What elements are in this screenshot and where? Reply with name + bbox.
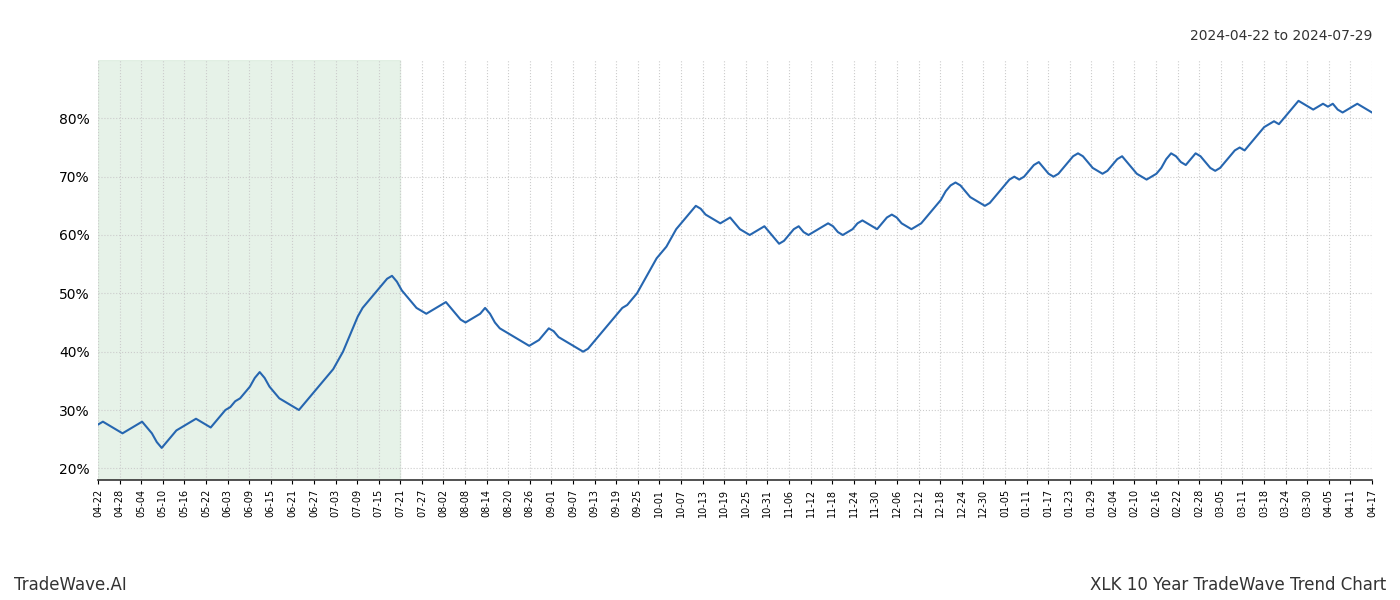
Bar	[98, 60, 400, 480]
Text: TradeWave.AI: TradeWave.AI	[14, 576, 127, 594]
Text: XLK 10 Year TradeWave Trend Chart: XLK 10 Year TradeWave Trend Chart	[1089, 576, 1386, 594]
Text: 2024-04-22 to 2024-07-29: 2024-04-22 to 2024-07-29	[1190, 29, 1372, 43]
